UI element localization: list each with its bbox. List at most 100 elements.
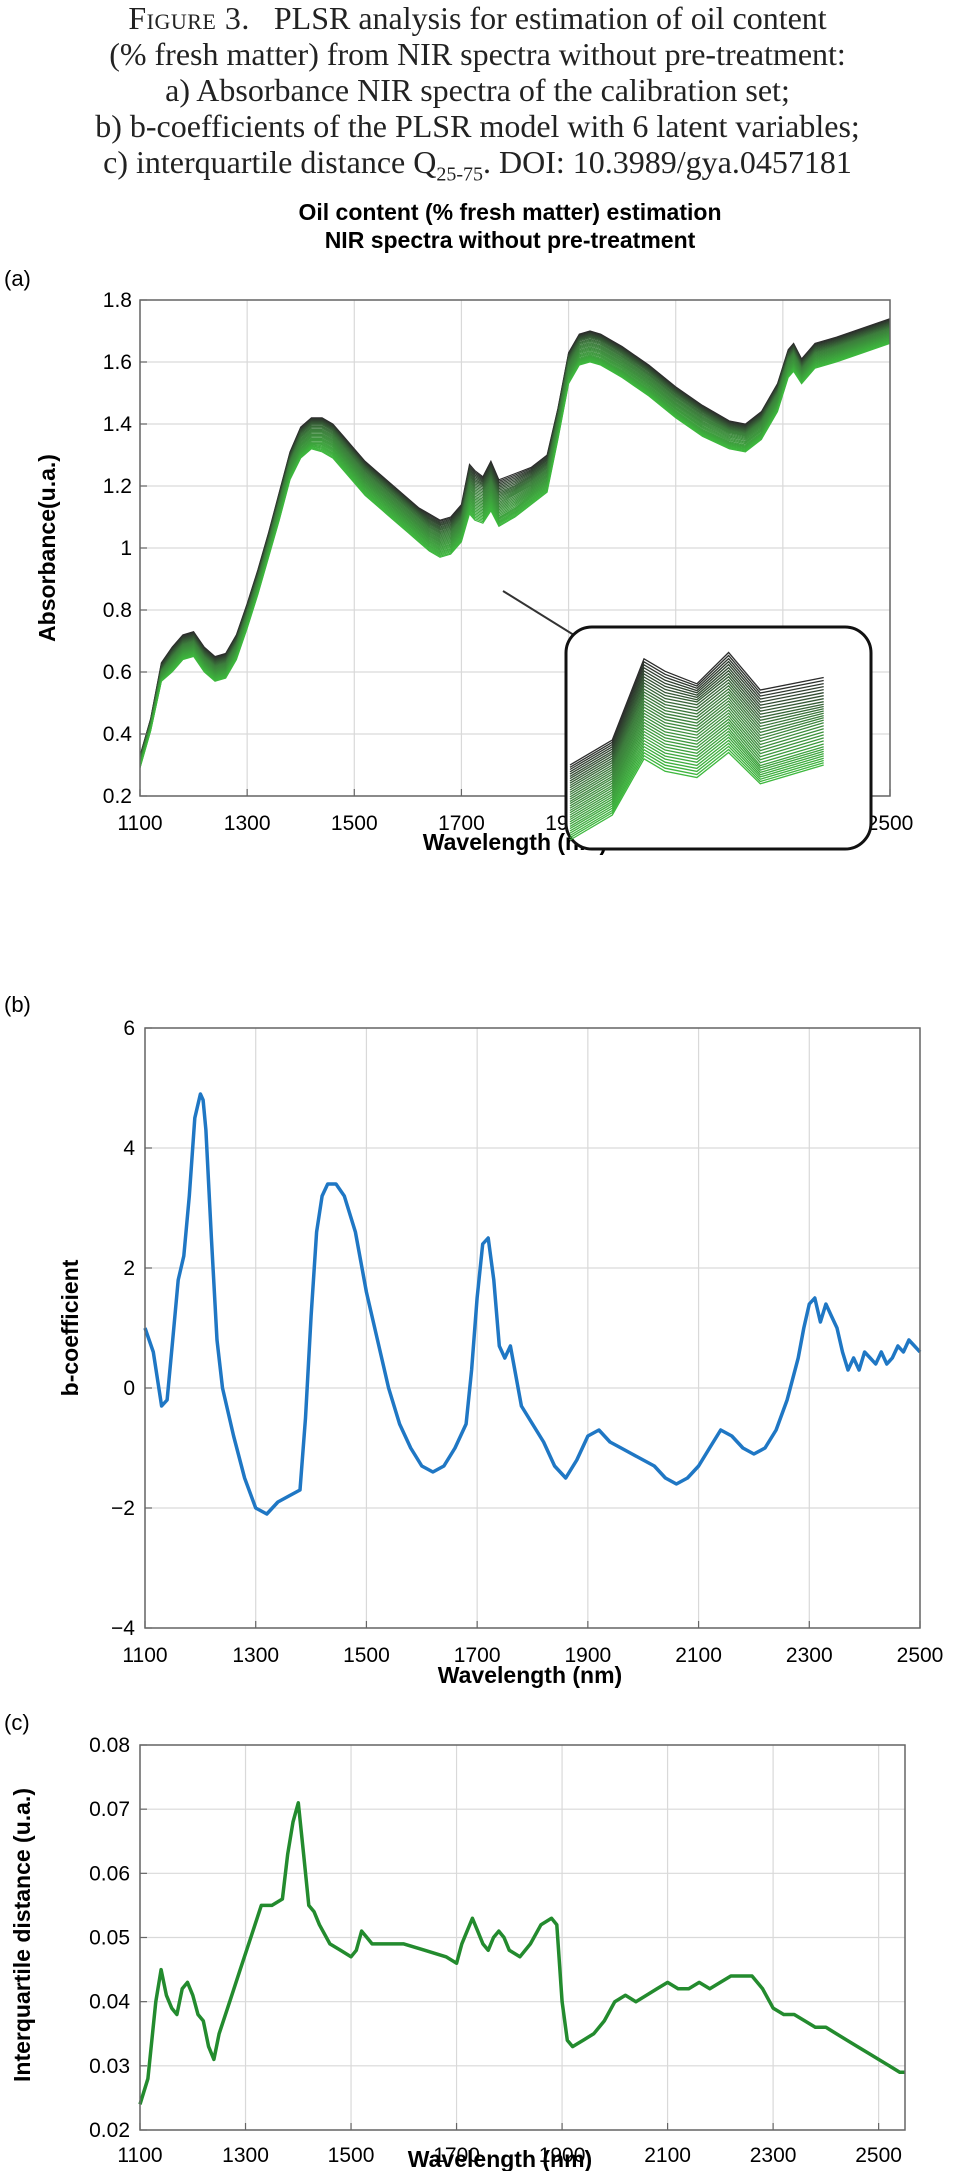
inset-spectrum-line [569,694,824,798]
inset-spectrum-line [569,748,824,839]
inset-spectrum-line [569,700,824,802]
x-tick-label: 1300 [232,1644,279,1667]
inset-spectrum-line [569,660,824,773]
inset-spectrum-line [569,730,824,825]
x-tick-label: 1900 [564,1644,611,1667]
y-tick-label: 0.8 [103,599,132,622]
figure-label: Figure 3. [128,0,250,36]
y-tick-label: 4 [123,1137,135,1160]
figure-panels: Oil content (% fresh matter) estimation … [4,199,943,2171]
y-tick-label: 6 [123,1017,135,1040]
chart-b-xlabel: Wavelength (nm) [438,1662,622,1688]
inset-spectrum-line [569,703,824,805]
caption-line-4: b) b-coefficients of the PLSR model with… [95,108,860,144]
y-tick-label: 0 [123,1377,135,1400]
x-tick-label: 2100 [675,1644,722,1667]
chart-a-y-ticks: 0.2 0.4 0.6 0.8 1 1.2 1.4 1.6 1.8 [103,289,147,808]
inset-spectrum-line [569,684,824,791]
inset-spectrum-line [569,715,824,814]
y-tick-label: 2 [123,1257,135,1280]
chart-b-x-ticks: 1100 1300 1500 1700 1900 2100 2300 2500 [122,1621,943,1667]
chart-a-subtitle: NIR spectra without pre-treatment [325,227,696,253]
chart-c-xlabel: Wavelength (nm) [408,2146,592,2171]
chart-a-title: Oil content (% fresh matter) estimation [298,199,721,225]
caption-line-2: (% fresh matter) from NIR spectra withou… [109,36,846,72]
x-tick-label: 1100 [117,812,162,835]
x-tick-label: 2300 [750,2144,797,2167]
x-tick-label: 1900 [539,2144,586,2167]
inset-spectrum-line [569,654,824,768]
x-tick-label: 2500 [855,2144,902,2167]
panel-a-label: (a) [4,266,31,291]
x-tick-label: 1500 [328,2144,375,2167]
y-tick-label: 1.2 [103,475,132,498]
y-tick-label: −2 [111,1497,135,1520]
y-tick-label: 0.4 [103,723,133,746]
b-coefficient-line [143,1092,922,1516]
inset-spectrum-line [569,739,824,832]
inset-spectrum-line [569,691,824,796]
y-tick-label: 1.4 [103,413,133,436]
x-tick-label: 2100 [644,2144,691,2167]
x-tick-label: 1300 [224,812,271,835]
inset-spectrum-line [569,724,824,821]
chart-b-ylabel: b-coefficient [57,1259,83,1396]
panel-c: (c) 1100 1300 1500 1700 1900 2100 2300 2500 0.0… [4,1710,906,2171]
panel-c-label: (c) [4,1710,30,1735]
y-tick-label: 0.2 [103,785,132,808]
inset-spectrum-line [569,712,824,812]
inset-spectrum-line [569,651,824,766]
inset-spectrum-line [569,666,824,777]
x-tick-label: 1500 [343,1644,390,1667]
caption-line-5-suffix: . DOI: 10.3989/gya.0457181 [483,144,852,180]
x-tick-label: 1700 [454,1644,501,1667]
inset-spectrum-line [569,733,824,827]
inset-spectrum-line [569,745,824,837]
y-tick-label: −4 [111,1617,135,1640]
inset-spectrum-line [569,663,824,775]
x-tick-label: 1300 [222,2144,269,2167]
panel-a: Oil content (% fresh matter) estimation … [4,199,913,855]
caption-line-1: Figure 3. PLSR analysis for estimation o… [0,0,955,36]
x-tick-label: 1100 [117,2144,162,2167]
caption-line-1-text: PLSR analysis for estimation of oil cont… [273,0,827,36]
caption-line-3: a) Absorbance NIR spectra of the calibra… [165,72,790,108]
inset-spectrum-line [569,751,824,841]
inset-spectrum-line [569,742,824,834]
inset-spectrum-line [569,672,824,782]
chart-b-frame [144,1027,921,1629]
x-tick-label: 1100 [122,1644,167,1667]
y-tick-label: 0.03 [89,2055,130,2078]
figure-caption: Figure 3. PLSR analysis for estimation o… [0,0,955,192]
inset-spectrum-line [569,721,824,818]
chart-c-x-ticks: 1100 1300 1500 1700 1900 2100 2300 2500 [117,2123,902,2167]
x-tick-label: 2500 [867,812,914,835]
inset-spectrum-line [569,675,824,784]
y-tick-label: 1.8 [103,289,132,312]
x-tick-label: 2500 [897,1644,944,1667]
y-tick-label: 0.6 [103,661,132,684]
chart-c-y-ticks: 0.02 0.03 0.04 0.05 0.06 0.07 0.08 [89,1734,147,2142]
inset-spectrum-line [569,706,824,807]
chart-c-grid [139,1744,905,2131]
chart-a-inset [564,625,873,851]
y-tick-label: 0.07 [89,1798,130,1821]
y-tick-label: 1.6 [103,351,132,374]
spectrum-line [139,342,891,769]
y-tick-label: 0.08 [89,1734,130,1757]
inset-spectrum-line [569,736,824,830]
x-tick-label: 1500 [331,812,378,835]
chart-b-series [143,1092,922,1516]
y-tick-label: 0.05 [89,1927,130,1950]
inset-spectrum-line [569,681,824,789]
y-tick-label: 0.06 [89,1862,130,1885]
inset-series [569,651,824,841]
y-tick-label: 0.02 [89,2119,130,2142]
interquartile-line [138,1801,905,2105]
inset-spectrum-line [569,688,824,793]
caption-line-5-prefix: c) interquartile distance Q [103,144,437,180]
inset-spectrum-line [569,727,824,823]
chart-a-series [139,318,891,769]
y-tick-label: 0.04 [89,1991,130,2014]
inset-spectrum-line [569,669,824,780]
